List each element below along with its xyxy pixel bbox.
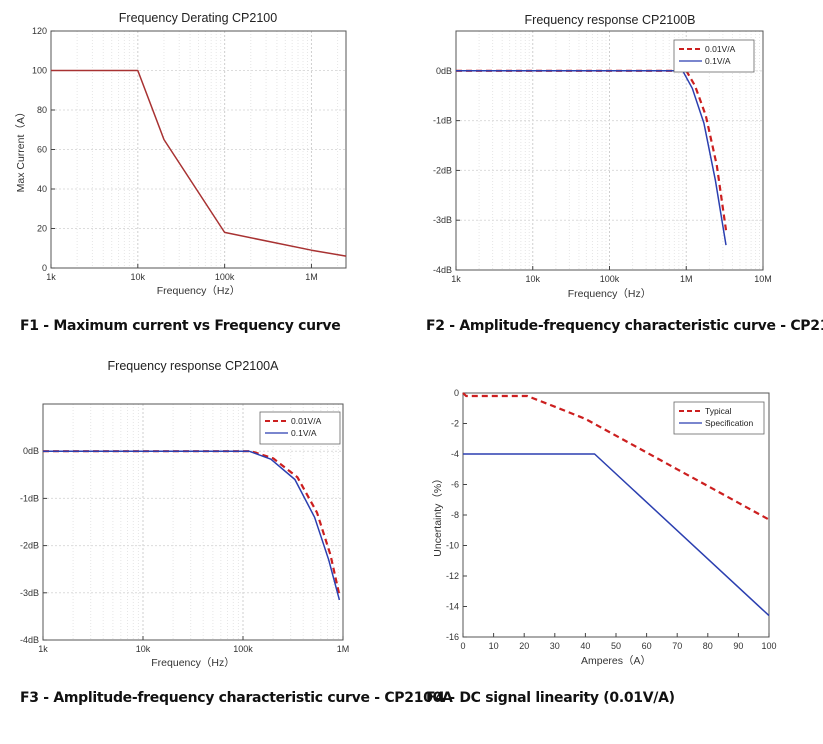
chart-4-series-specification-line [463,453,770,617]
chart-1-y-tick-label: 20 [37,224,47,234]
chart-3-caption: F3 - Amplitude-frequency characteristic … [20,690,453,706]
chart-4-x-axis-label: Amperes（A） [581,655,651,667]
chart-1-x-tick-label: 1k [46,272,56,282]
chart-4-x-tick-label: 10 [489,641,499,651]
chart-2-x-tick-label: 100k [600,274,620,284]
chart-2-x-tick-label: 1M [680,274,693,284]
chart-4-x-tick-label: 100 [761,641,776,651]
chart-4-x-tick-label: 70 [672,641,682,651]
chart-2-legend-label: 0.01V/A [705,44,736,54]
chart-1: 1k 10k 100k 1M 0 20 40 60 80 100 120 Frequency Dera… [15,11,347,297]
chart-2-x-tick-label: 1k [451,274,461,284]
chart-3-x-tick-label: 10k [136,644,151,654]
chart-3-y-tick-label: -4dB [20,635,39,645]
chart-4: 0 10 20 30 40 50 60 70 80 90 100 -16 -14 -12 -10 -8 -6 -4… [432,388,777,667]
chart-2-legend-label: 0.1V/A [705,56,731,66]
chart-4-y-axis-label: Uncertainty（%） [432,473,444,556]
chart-4-legend-box [673,401,765,435]
chart-1-y-tick-label: 0 [42,263,47,273]
chart-1-y-tick-label: 120 [32,26,47,36]
chart-3-legend-label: 0.01V/A [291,416,322,426]
chart-3-x-tick-label: 1M [337,644,350,654]
chart-2: 1k 10k 100k 1M 10M -4dB -3dB -2dB -1dB 0dB Frequen… [433,13,772,300]
chart-3-y-tick-label: -2dB [20,541,39,551]
chart-3-series-0-1v-a-line [43,450,341,601]
chart-1-title: Frequency Derating CP2100 [119,11,277,25]
chart-3-x-tick-label: 1k [38,644,48,654]
chart-4-x-tick-label: 30 [550,641,560,651]
chart-4-x-tick-label: 20 [519,641,529,651]
chart-4-y-tick-label: -12 [446,571,459,581]
chart-4-x-tick-label: 90 [733,641,743,651]
chart-3-frame [42,403,344,641]
chart-1-x-tick-label: 100k [215,272,235,282]
chart-2-series-0-1v-a-line [456,70,727,246]
chart-3: 1k 10k 100k 1M -4dB -3dB -2dB -1dB 0dB Frequency … [20,359,349,669]
chart-1-y-tick-label: 40 [37,184,47,194]
chart-1-y-tick-label: 100 [32,66,47,76]
chart-4-y-tick-label: 0 [454,388,459,398]
chart-3-legend-label: 0.1V/A [291,428,317,438]
chart-3-y-tick-label: 0dB [23,446,39,456]
chart-4-y-tick-label: -6 [451,480,459,490]
chart-1-y-axis-label: Max Current（A） [15,107,27,193]
chart-1-y-tick-label: 60 [37,145,47,155]
chart-3-legend-box [259,411,341,445]
chart-4-y-tick-label: -16 [446,632,459,642]
chart-3-legend: 0.01V/A 0.1V/A [259,411,341,445]
chart-4-caption: F4 - DC signal linearity (0.01V/A) [426,690,675,706]
chart-2-legend-box [673,39,755,73]
chart-4-legend: Typical Specification [673,401,765,435]
chart-2-legend: 0.01V/A 0.1V/A [673,39,755,73]
chart-3-x-axis-label: Frequency（Hz） [151,657,234,669]
chart-4-y-tick-label: -8 [451,510,459,520]
chart-3-title: Frequency response CP2100A [108,359,280,373]
chart-4-series-typical-line [462,392,770,521]
chart-2-x-tick-label: 10M [754,274,772,284]
chart-2-x-tick-label: 10k [525,274,540,284]
chart-1-caption: F1 - Maximum current vs Frequency curve [20,318,341,334]
chart-1-y-tick-label: 80 [37,105,47,115]
chart-2-title: Frequency response CP2100B [525,13,696,27]
chart-3-y-tick-label: -3dB [20,588,39,598]
chart-1-x-tick-label: 10k [131,272,146,282]
chart-2-y-tick-label: -1dB [433,116,452,126]
chart-2-y-tick-label: -4dB [433,265,452,275]
chart-2-y-tick-label: 0dB [436,66,452,76]
chart-3-series-0-01v-a-line [43,450,341,596]
chart-4-x-tick-label: 60 [642,641,652,651]
chart-4-x-tick-label: 80 [703,641,713,651]
chart-3-x-tick-label: 100k [233,644,253,654]
chart-2-y-tick-label: -2dB [433,165,452,175]
chart-3-y-tick-label: -1dB [20,493,39,503]
chart-4-x-tick-label: 0 [460,641,465,651]
chart-4-legend-label: Specification [705,418,753,428]
chart-4-y-tick-label: -2 [451,419,459,429]
chart-4-y-tick-label: -4 [451,449,459,459]
chart-4-legend-label: Typical [705,406,732,416]
chart-2-x-axis-label: Frequency（Hz） [568,288,651,300]
chart-4-y-tick-label: -10 [446,541,459,551]
chart-2-y-tick-label: -3dB [433,215,452,225]
chart-4-y-tick-label: -14 [446,602,459,612]
chart-1-x-axis-label: Frequency（Hz） [157,285,240,297]
chart-1-x-tick-label: 1M [305,272,318,282]
chart-2-caption: F2 - Amplitude-frequency characteristic … [426,318,823,334]
chart-1-series-1-line [51,69,347,257]
chart-4-x-tick-label: 50 [611,641,621,651]
chart-4-x-tick-label: 40 [580,641,590,651]
